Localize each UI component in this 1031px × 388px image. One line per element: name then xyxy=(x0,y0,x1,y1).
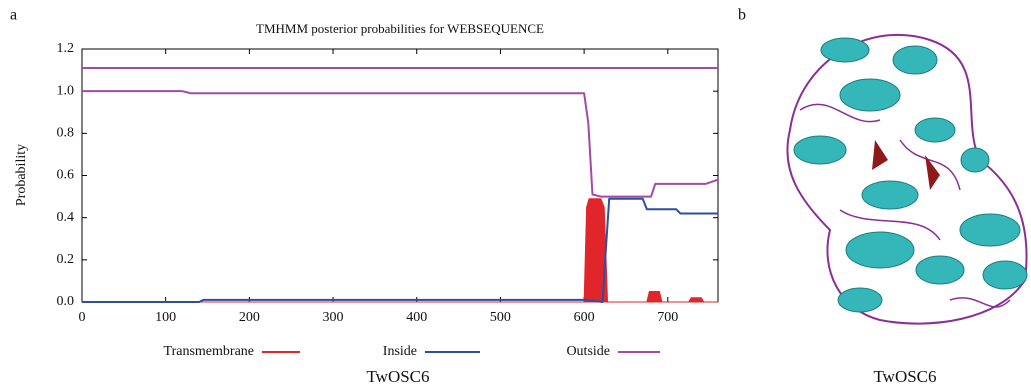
legend-label: Outside xyxy=(566,344,610,359)
series-line xyxy=(82,91,718,196)
series-line xyxy=(82,199,718,302)
y-tick-label: 0.2 xyxy=(57,252,75,267)
panel-label: b xyxy=(738,7,746,24)
figure: a b TMHMM posterior probabilities for WE… xyxy=(0,0,1031,388)
series-line xyxy=(82,199,718,302)
x-tick-label: 200 xyxy=(239,310,260,325)
y-tick-label: 0.0 xyxy=(57,294,75,309)
x-tick-label: 100 xyxy=(155,310,176,325)
x-tick-label: 400 xyxy=(406,310,427,325)
x-tick-label: 700 xyxy=(657,310,678,325)
y-tick-label: 0.8 xyxy=(57,126,75,141)
protein-structure xyxy=(787,35,1027,324)
x-tick-label: 0 xyxy=(79,310,86,325)
y-axis-label: Probability xyxy=(14,144,29,206)
x-tick-label: 600 xyxy=(574,310,595,325)
plot-frame xyxy=(82,49,718,302)
y-tick-label: 1.0 xyxy=(57,83,75,98)
caption: TwOSC6 xyxy=(873,367,936,386)
chart-title: TMHMM posterior probabilities for WEBSEQ… xyxy=(256,21,544,36)
panel-label: a xyxy=(10,7,17,24)
x-tick-label: 500 xyxy=(490,310,511,325)
y-tick-label: 0.4 xyxy=(57,210,75,225)
legend-label: Inside xyxy=(383,344,417,359)
x-tick-label: 300 xyxy=(323,310,344,325)
caption: TwOSC6 xyxy=(366,367,429,386)
legend-label: Transmembrane xyxy=(164,344,254,359)
y-tick-label: 1.2 xyxy=(57,41,75,56)
y-tick-label: 0.6 xyxy=(57,168,75,183)
